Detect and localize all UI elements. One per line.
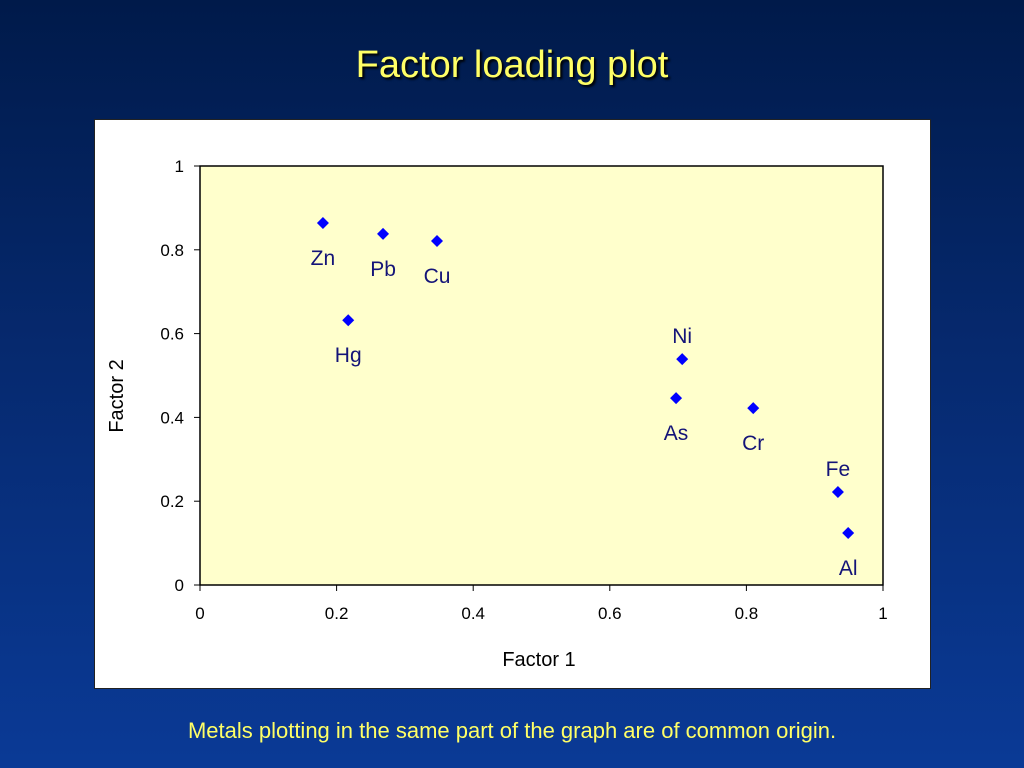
point-label-hg: Hg <box>335 344 362 367</box>
y-tick-label: 0.6 <box>160 325 184 344</box>
data-point-zn <box>316 216 329 229</box>
data-point-as <box>670 392 683 405</box>
point-label-pb: Pb <box>370 258 396 281</box>
data-point-fe <box>831 485 844 498</box>
data-point-cr <box>747 402 760 415</box>
chart-card: 0 0.2 0.4 0.6 0.8 1 0 0.2 0.4 0.6 0.8 1 Zn Pb Cu Hg Ni As… <box>94 119 931 689</box>
y-tick-label: 0.2 <box>160 492 184 511</box>
y-tick-label: 0.8 <box>160 241 184 260</box>
plot-area <box>199 165 884 586</box>
data-point-hg <box>342 314 355 327</box>
x-tick-label: 0.8 <box>735 604 759 623</box>
data-point-cu <box>431 235 444 248</box>
y-tick-label: 0.4 <box>160 408 184 427</box>
x-axis-label: Factor 1 <box>502 649 575 671</box>
point-label-ni: Ni <box>672 325 692 348</box>
x-tick-label: 0.6 <box>598 604 622 623</box>
point-label-fe: Fe <box>826 458 851 481</box>
x-tick-label: 0.2 <box>325 604 349 623</box>
scatter-chart: 0 0.2 0.4 0.6 0.8 1 0 0.2 0.4 0.6 0.8 1 Zn Pb Cu Hg Ni As… <box>106 157 888 671</box>
point-label-cr: Cr <box>742 432 764 455</box>
point-label-zn: Zn <box>311 247 336 270</box>
data-point-al <box>842 527 855 540</box>
x-tick-label: 1 <box>878 604 887 623</box>
y-tick-label: 1 <box>175 157 184 176</box>
slide-caption: Metals plotting in the same part of the … <box>187 718 837 743</box>
point-label-al: Al <box>839 557 858 580</box>
x-tick-label: 0 <box>195 604 204 623</box>
point-label-cu: Cu <box>424 265 451 288</box>
data-point-pb <box>377 227 390 240</box>
slide-title: Factor loading plot <box>355 44 669 86</box>
point-label-as: As <box>664 422 689 445</box>
y-axis-label: Factor 2 <box>106 359 128 432</box>
x-tick-label: 0.4 <box>461 604 485 623</box>
y-tick-label: 0 <box>175 576 184 595</box>
data-point-ni <box>676 353 689 366</box>
